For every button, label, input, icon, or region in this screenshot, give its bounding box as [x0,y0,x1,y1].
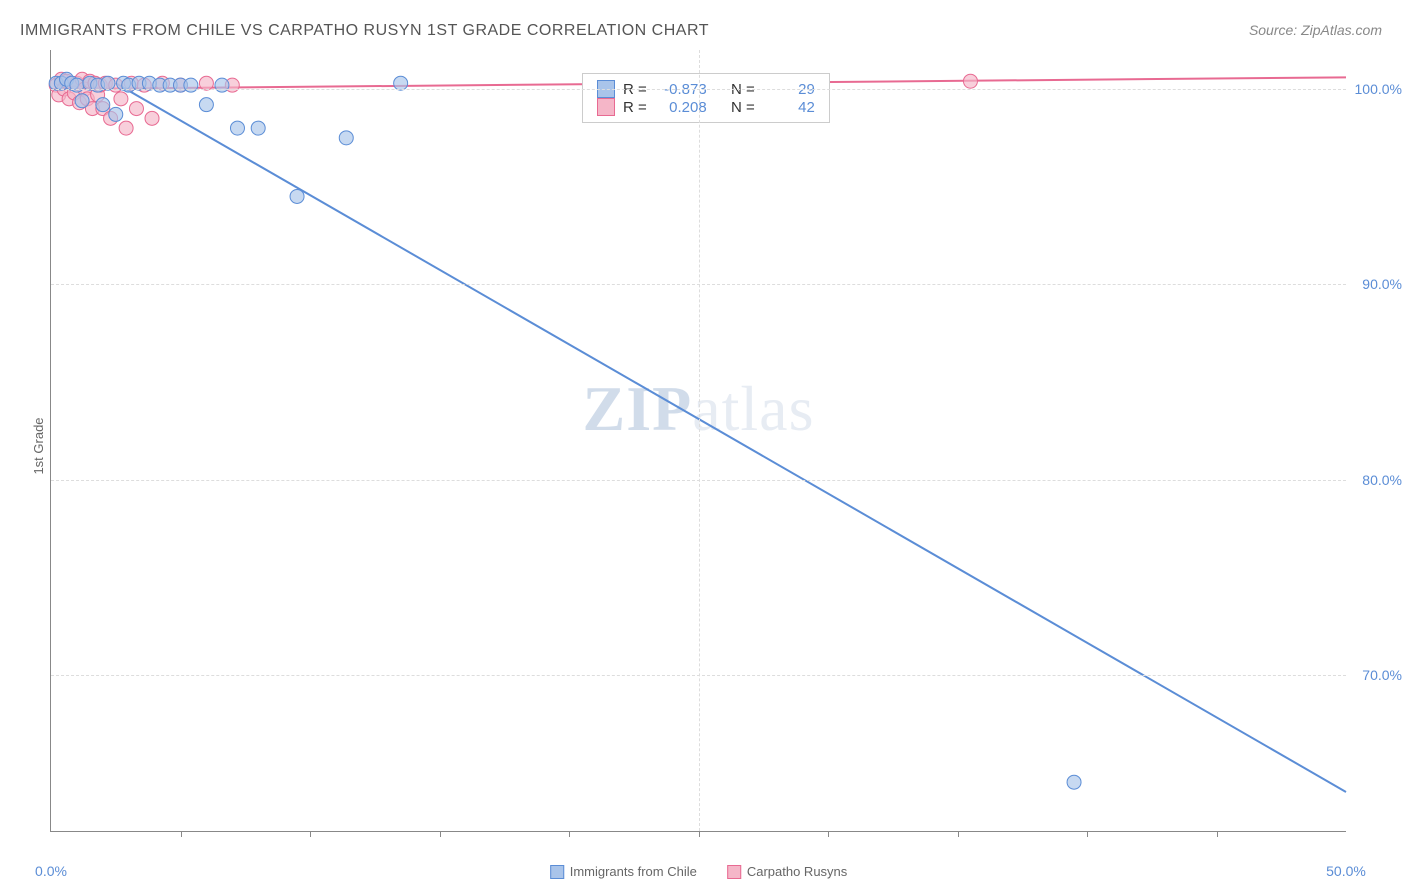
legend-label-pink: Carpatho Rusyns [747,864,847,879]
gridline-v [699,50,700,831]
xtick-mark [958,831,959,837]
data-point-pink [62,92,76,106]
data-point-blue [230,121,244,135]
y-axis-label: 1st Grade [31,417,46,474]
n-label-pink: N = [731,99,755,116]
ytick-label: 90.0% [1362,276,1402,292]
xtick-mark [699,831,700,837]
stats-row-pink: R = 0.208 N = 42 [597,98,815,116]
legend-swatch-blue [550,865,564,879]
stats-legend-box: R = -0.873 N = 29 R = 0.208 N = 42 [582,73,830,123]
data-point-blue [290,189,304,203]
data-point-pink [145,111,159,125]
data-point-blue [60,72,74,86]
data-point-pink [75,72,89,86]
data-point-pink [129,102,143,116]
chart-title: IMMIGRANTS FROM CHILE VS CARPATHO RUSYN … [20,22,709,40]
data-point-pink [114,92,128,106]
ytick-label: 70.0% [1362,667,1402,683]
data-point-blue [109,107,123,121]
ytick-label: 100.0% [1355,81,1402,97]
source-attribution: Source: ZipAtlas.com [1249,22,1382,38]
xtick-mark [828,831,829,837]
data-point-pink [85,102,99,116]
data-point-blue [251,121,265,135]
xtick-mark [181,831,182,837]
xtick-mark [310,831,311,837]
xtick-mark [440,831,441,837]
data-point-blue [75,94,89,108]
xtick-mark [569,831,570,837]
xtick-label: 50.0% [1326,863,1366,879]
watermark-atlas: atlas [692,373,814,444]
data-point-blue [339,131,353,145]
regression-line-blue [116,83,1346,792]
data-point-blue [199,98,213,112]
data-point-pink [96,102,110,116]
data-point-pink [80,92,94,106]
data-point-pink [83,74,97,88]
legend-item-blue: Immigrants from Chile [550,864,697,879]
r-label-pink: R = [623,99,647,116]
data-point-blue [1067,775,1081,789]
xtick-mark [1217,831,1218,837]
data-point-pink [72,96,86,110]
legend-label-blue: Immigrants from Chile [570,864,697,879]
data-point-pink [60,74,74,88]
data-point-blue [96,98,110,112]
legend-swatch-pink [727,865,741,879]
data-point-pink [67,86,81,100]
xtick-label: 0.0% [35,863,67,879]
plot-area: ZIPatlas R = -0.873 N = 29 R = 0.208 N =… [50,50,1346,832]
x-axis-legend: Immigrants from Chile Carpatho Rusyns [550,864,848,879]
data-point-pink [54,72,68,86]
data-point-pink [963,74,977,88]
data-point-pink [104,111,118,125]
n-value-pink: 42 [763,99,815,116]
ytick-label: 80.0% [1362,472,1402,488]
correlation-chart: IMMIGRANTS FROM CHILE VS CARPATHO RUSYN … [0,0,1406,892]
watermark-zip: ZIP [583,373,693,444]
data-point-pink [119,121,133,135]
legend-item-pink: Carpatho Rusyns [727,864,847,879]
swatch-pink [597,98,615,116]
xtick-mark [1087,831,1088,837]
